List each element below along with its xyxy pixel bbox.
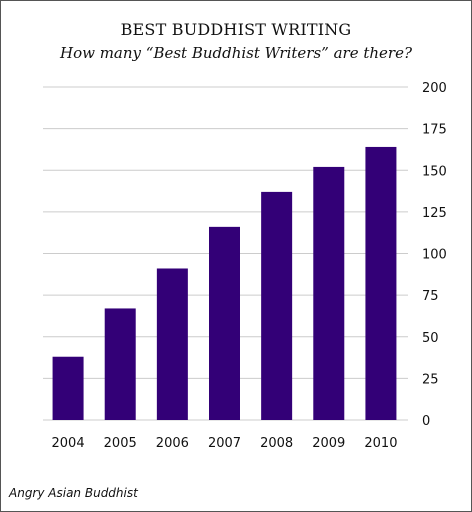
bar-2007 (209, 226, 240, 420)
bar-2005 (104, 308, 136, 420)
y-tick-label: 200 (422, 81, 447, 96)
y-tick-label: 50 (422, 331, 439, 346)
x-tick-label: 2006 (156, 436, 189, 451)
bar-2004 (52, 356, 84, 420)
chart-subtitle: How many “Best Buddhist Writers” are the… (59, 44, 413, 62)
source-credit: Angry Asian Buddhist (9, 486, 138, 500)
bar-2006 (156, 268, 188, 420)
bar-chart: 2004 2005 2006 2007 2008 2009 2010 0 25 50 75 100 1… (43, 81, 447, 451)
y-tick-label: 100 (422, 248, 447, 263)
bar-2008 (261, 191, 293, 420)
chart-title: BEST BUDDHIST WRITING (120, 20, 352, 39)
x-tick-label: 2009 (312, 436, 345, 451)
bar-2010 (365, 146, 397, 420)
bar-2009 (313, 166, 345, 420)
y-tick-label: 150 (422, 164, 447, 179)
y-tick-label: 0 (422, 414, 430, 429)
x-tick-label: 2007 (208, 436, 241, 451)
y-tick-label: 175 (422, 123, 447, 138)
y-tick-label: 125 (422, 206, 447, 221)
x-tick-label: 2004 (52, 436, 85, 451)
x-tick-label: 2010 (364, 436, 397, 451)
bars (52, 146, 397, 420)
x-tick-label: 2005 (104, 436, 137, 451)
x-tick-label: 2008 (260, 436, 293, 451)
y-tick-labels: 0 25 50 75 100 125 150 175 200 (422, 81, 447, 429)
y-tick-label: 75 (422, 289, 439, 304)
x-tick-labels: 2004 2005 2006 2007 2008 2009 2010 (52, 436, 398, 451)
y-tick-label: 25 (422, 372, 439, 387)
